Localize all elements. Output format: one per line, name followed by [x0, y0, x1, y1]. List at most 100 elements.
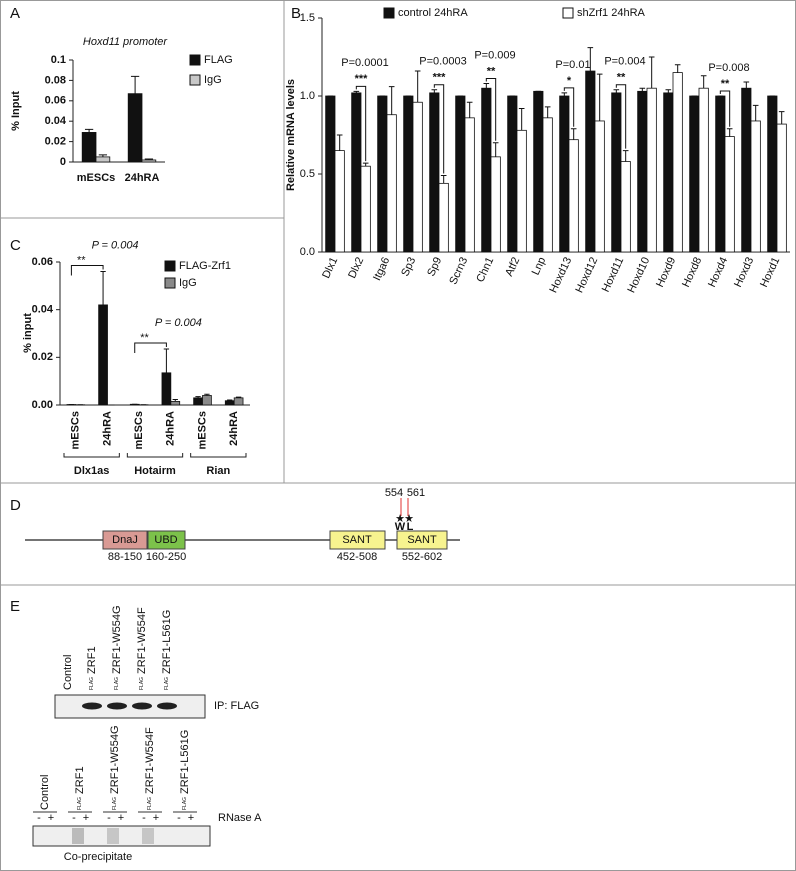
- error-bar: [414, 70, 421, 103]
- bar: [95, 156, 111, 163]
- group-label: Dlx1as: [74, 465, 109, 477]
- x-tick-label: Atf2: [503, 255, 522, 278]
- bar: [646, 87, 657, 253]
- y-tick-label: 0: [60, 156, 66, 168]
- y-tick-label: 0.1: [51, 54, 66, 66]
- legend-label: FLAG: [204, 54, 233, 66]
- bar: [611, 92, 622, 253]
- lane-tag: FLAG: [147, 797, 153, 810]
- error-bar: [648, 56, 655, 89]
- minus-sign: -: [107, 812, 111, 824]
- significance-stars: **: [77, 254, 86, 266]
- significance-stars: **: [617, 72, 626, 84]
- bar: [507, 95, 518, 253]
- domain-range: 160-250: [146, 551, 186, 563]
- lane-label: FLAG ZRF1-L561G: [179, 730, 191, 810]
- legend-label: FLAG-Zrf1: [179, 260, 231, 272]
- error-bar: [639, 87, 646, 92]
- x-tick-label: mESCs: [77, 172, 116, 184]
- error-bar: [544, 106, 551, 118]
- domain-box: [147, 530, 186, 550]
- error-bar: [440, 175, 447, 184]
- legend-swatch: [189, 74, 201, 86]
- error-bar: [674, 64, 681, 73]
- legend-label: control 24hRA: [398, 7, 468, 19]
- group-bracket: [126, 453, 184, 458]
- blot-band: [107, 702, 127, 710]
- y-tick-label: 1.5: [300, 12, 315, 24]
- minus-sign: -: [72, 812, 76, 824]
- y-tick-label: 0.02: [32, 351, 53, 363]
- group-bracket: [190, 453, 247, 458]
- domain-box: [329, 530, 386, 550]
- bar: [698, 87, 709, 253]
- lane-name: ZRF1-W554G: [109, 725, 121, 793]
- domain-box: [396, 530, 448, 550]
- lane-name: ZRF1: [86, 646, 98, 674]
- domain-box: [102, 530, 148, 550]
- significance-bracket: [70, 265, 104, 276]
- lane-label: FLAG ZRF1-W554F: [144, 727, 156, 810]
- error-bar: [130, 75, 140, 94]
- minus-sign: -: [37, 812, 41, 824]
- legend-swatch: [164, 260, 176, 272]
- y-tick-label: 0.04: [32, 304, 54, 316]
- x-tick-label: Hoxd10: [625, 255, 652, 294]
- error-bar: [195, 396, 201, 398]
- minus-sign: -: [142, 812, 146, 824]
- y-axis-label: % Input: [10, 91, 22, 131]
- plus-sign: +: [188, 812, 194, 824]
- legend-swatch: [189, 54, 201, 66]
- site-residue: L: [407, 521, 414, 533]
- lane-tag: FLAG: [164, 677, 170, 690]
- lane-tag: FLAG: [112, 797, 118, 810]
- site-position: 554: [385, 487, 403, 499]
- lane-label: Control: [39, 775, 51, 810]
- legend-label: IgG: [179, 277, 197, 289]
- error-bar: [570, 128, 577, 140]
- error-bar: [100, 271, 106, 305]
- blot-smear: [107, 828, 119, 844]
- panel-letter: C: [10, 237, 21, 254]
- bar: [202, 395, 212, 406]
- bar: [141, 159, 157, 163]
- site-residue: W: [395, 521, 406, 533]
- error-bar: [98, 154, 108, 157]
- x-tick-label: Sp3: [399, 255, 418, 278]
- x-tick-label: mESCs: [133, 411, 145, 450]
- y-tick-label: 0.04: [45, 115, 67, 127]
- bar: [568, 139, 579, 253]
- y-tick-label: 0.02: [45, 136, 66, 148]
- x-tick-label: 24hRA: [165, 411, 177, 446]
- chart-title: Hoxd11 promoter: [83, 36, 169, 48]
- error-bar: [204, 393, 210, 396]
- y-axis-label: % input: [22, 313, 34, 353]
- lane-name: ZRF1-L561G: [179, 730, 191, 794]
- group-label: Rian: [206, 465, 230, 477]
- bar: [620, 161, 631, 253]
- x-tick-label: Hoxd11: [600, 255, 627, 294]
- significance-stars: ***: [433, 72, 447, 84]
- blot-band: [82, 702, 102, 710]
- lane-label: FLAG ZRF1: [74, 766, 86, 810]
- error-bar: [561, 92, 568, 96]
- x-tick-label: Hoxd8: [680, 255, 704, 289]
- bar: [233, 397, 244, 406]
- error-bar: [466, 101, 473, 118]
- error-bar: [587, 47, 594, 72]
- bar: [455, 95, 466, 253]
- domain-name: SANT: [342, 534, 372, 546]
- lane-tag: FLAG: [114, 677, 120, 690]
- bar: [81, 132, 97, 163]
- p-value: P=0.0003: [419, 56, 466, 68]
- bar: [542, 117, 553, 253]
- p-value: P = 0.004: [92, 239, 139, 251]
- error-bar: [752, 104, 759, 121]
- bar: [161, 372, 172, 406]
- plus-sign: +: [153, 812, 159, 824]
- blot-band: [132, 702, 152, 710]
- x-tick-label: Hoxd9: [654, 255, 678, 289]
- p-value: P=0.008: [708, 62, 749, 74]
- significance-bracket: [719, 90, 731, 127]
- error-bar: [235, 396, 242, 398]
